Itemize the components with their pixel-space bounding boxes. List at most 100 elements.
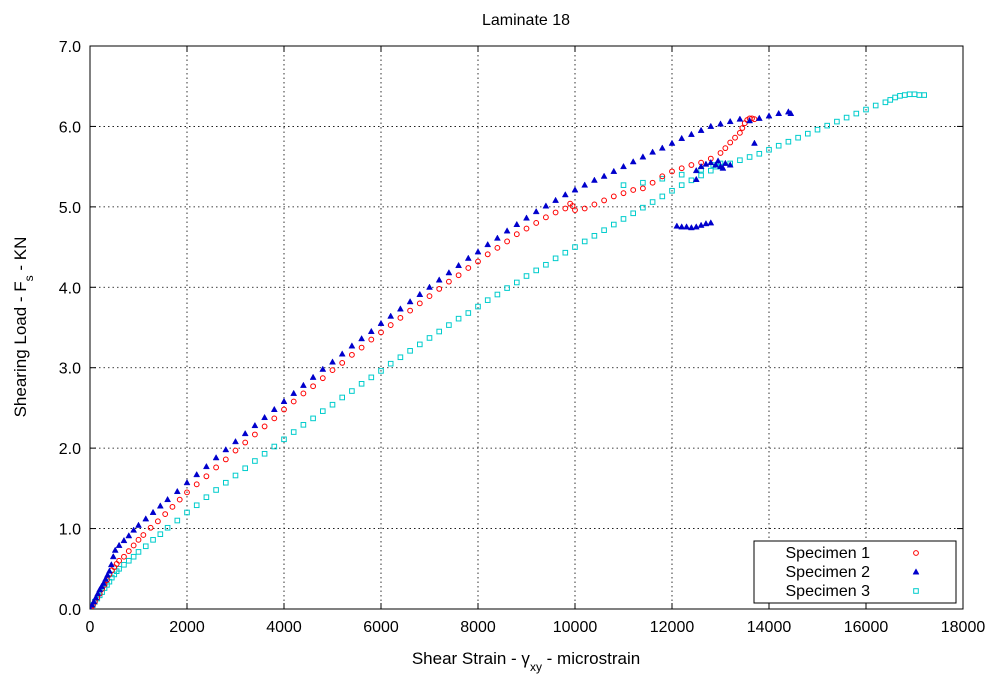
- data-point: [824, 122, 831, 129]
- data-point: [116, 565, 122, 572]
- data-point: [280, 397, 288, 404]
- data-point: [726, 117, 734, 125]
- data-point: [193, 502, 200, 509]
- data-point: [367, 327, 375, 334]
- data-point: [678, 171, 685, 178]
- data-point: [261, 423, 268, 430]
- legend-markers: [912, 550, 920, 594]
- data-point: [142, 543, 149, 550]
- data-point: [193, 470, 201, 478]
- data-points: [90, 91, 928, 609]
- data-point: [176, 496, 183, 503]
- data-point: [649, 148, 657, 155]
- x-tick-label: 14000: [747, 619, 792, 636]
- data-point: [766, 146, 772, 153]
- x-tick-labels: 0 2000 4000 6000 8000 10000 12000 14000 16000 180…: [86, 619, 986, 636]
- y-tick-label: 5.0: [59, 200, 81, 217]
- y-tick-label: 1.0: [59, 522, 81, 539]
- data-point: [887, 97, 894, 103]
- data-point: [707, 122, 715, 129]
- data-point: [436, 285, 443, 292]
- data-point: [125, 548, 132, 554]
- data-point: [726, 161, 734, 168]
- data-point: [581, 205, 588, 212]
- data-point: [629, 158, 637, 165]
- data-point: [446, 322, 452, 328]
- data-point: [737, 157, 743, 164]
- data-point: [281, 436, 287, 443]
- data-point: [387, 312, 395, 319]
- data-point: [92, 594, 100, 601]
- data-point: [426, 293, 433, 300]
- chart-title: Laminate 18: [482, 12, 570, 29]
- data-point: [532, 207, 540, 215]
- data-point: [349, 351, 355, 358]
- data-point: [572, 207, 578, 213]
- y-tick-label: 6.0: [59, 119, 81, 136]
- y-axis-title-sub: s: [22, 275, 36, 281]
- data-point: [620, 190, 627, 197]
- data-point: [203, 473, 210, 480]
- y-tick-label: 0.0: [59, 602, 81, 619]
- data-point: [310, 415, 316, 422]
- data-point: [130, 542, 137, 549]
- y-tick-label: 4.0: [59, 280, 81, 297]
- data-point: [692, 166, 700, 174]
- data-point: [104, 571, 111, 578]
- data-point: [407, 307, 414, 314]
- grid-lines: [90, 46, 963, 609]
- data-point: [378, 329, 384, 336]
- data-point: [378, 368, 384, 374]
- data-point: [562, 249, 569, 256]
- data-point: [795, 134, 801, 141]
- data-point: [746, 154, 753, 160]
- data-point: [732, 134, 738, 141]
- data-point: [882, 99, 889, 106]
- x-axis-title-tail: - microstrain: [542, 649, 640, 668]
- data-point: [493, 234, 501, 241]
- legend-box: [753, 540, 957, 604]
- data-point: [601, 227, 607, 233]
- data-point: [358, 381, 365, 387]
- data-point: [659, 175, 666, 182]
- data-point: [109, 553, 117, 560]
- data-point: [775, 109, 783, 117]
- x-tick-label: 0: [86, 619, 95, 636]
- data-point: [232, 447, 239, 454]
- data-point: [843, 114, 850, 121]
- data-point: [484, 297, 491, 303]
- data-point: [455, 315, 462, 322]
- data-point: [111, 546, 119, 553]
- data-point: [668, 139, 676, 146]
- data-point: [271, 415, 278, 422]
- data-point: [149, 508, 157, 515]
- series-specimen-2: [90, 108, 795, 609]
- data-point: [164, 495, 172, 503]
- data-point: [543, 261, 549, 268]
- data-point: [906, 91, 913, 98]
- data-point: [223, 479, 229, 486]
- data-point: [121, 561, 127, 568]
- data-point: [562, 205, 569, 212]
- data-point: [639, 153, 647, 160]
- x-tick-label: 18000: [941, 619, 986, 636]
- data-point: [300, 390, 307, 397]
- data-point: [455, 272, 462, 279]
- data-point: [140, 532, 147, 538]
- data-point: [611, 221, 617, 228]
- data-point: [746, 117, 754, 124]
- data-point: [678, 182, 685, 188]
- data-point: [739, 125, 746, 131]
- x-tick-label: 6000: [363, 619, 399, 636]
- data-point: [494, 291, 501, 298]
- data-point: [300, 422, 307, 428]
- data-point: [552, 196, 560, 203]
- data-point: [702, 220, 710, 227]
- legend-label-specimen-1: Specimen 1: [786, 545, 871, 562]
- data-point: [281, 406, 287, 413]
- data-point: [765, 112, 773, 119]
- data-point: [707, 219, 715, 226]
- data-point: [445, 269, 453, 276]
- data-point: [162, 511, 169, 517]
